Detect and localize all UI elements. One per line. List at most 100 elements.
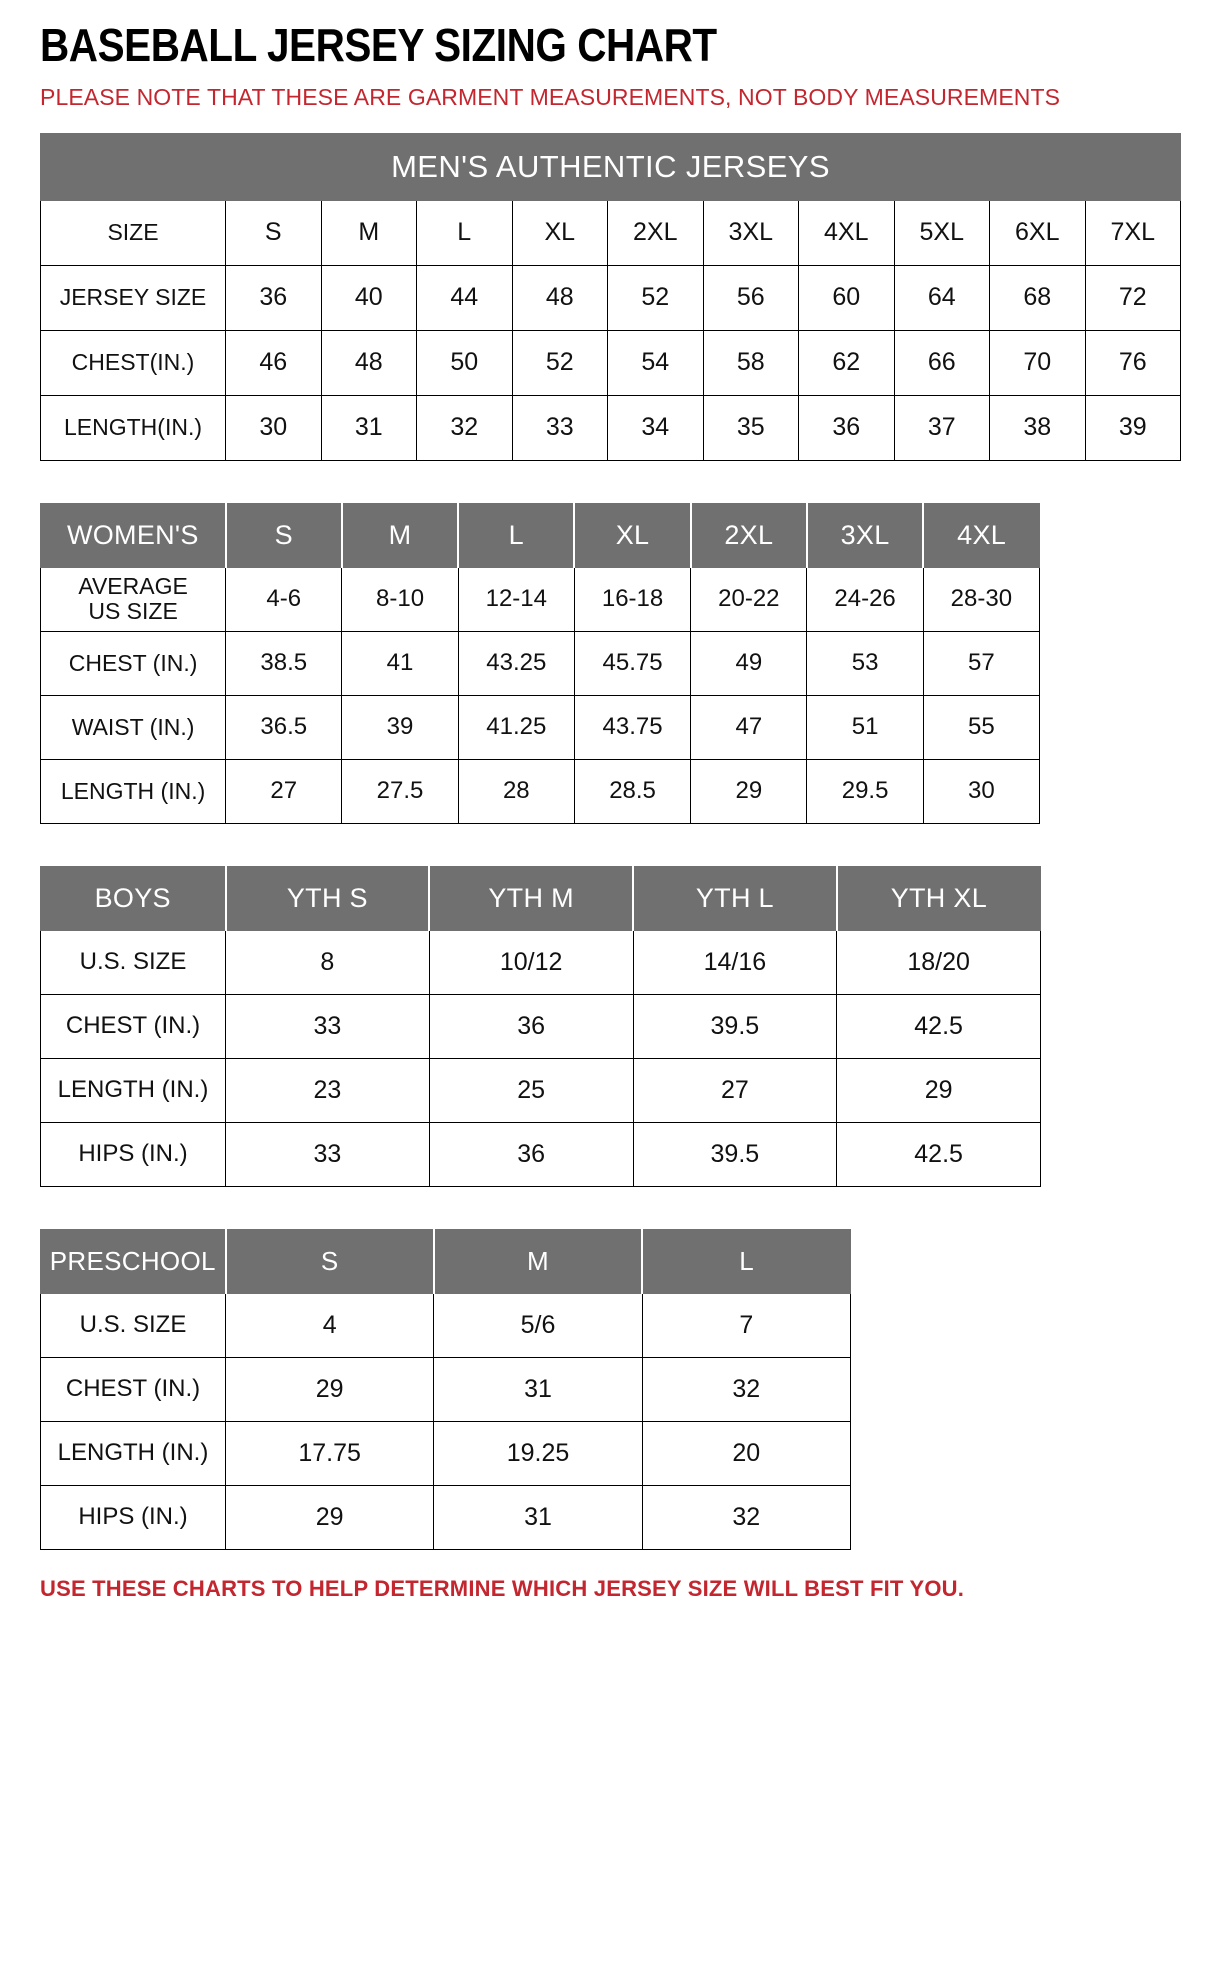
womens-cell: 24-26 [806,566,924,632]
womens-cell: 57 [922,630,1041,696]
table-row: CHEST (IN.) 38.5 41 43.25 45.75 49 53 57 [39,630,1041,696]
womens-row-label: WAIST (IN.) [39,694,227,760]
preschool-cell: 20 [641,1420,851,1486]
preschool-row-label: LENGTH (IN.) [40,1420,226,1486]
preschool-row-label: HIPS (IN.) [40,1484,226,1550]
preschool-cell: 7 [641,1292,851,1358]
womens-row-label: CHEST (IN.) [39,630,227,696]
mens-cell: 54 [607,329,704,396]
womens-size-col-l: L [457,502,576,568]
table-row: CHEST (IN.) 29 31 32 [40,1356,851,1422]
mens-cell: 40 [320,264,417,331]
mens-cell: 31 [320,394,417,461]
boys-cell: 33 [225,993,430,1059]
mens-size-col-s: S [225,199,322,266]
mens-cell: 37 [893,394,990,461]
mens-cell: 48 [320,329,417,396]
table-row: U.S. SIZE 8 10/12 14/16 18/20 [40,929,1041,995]
preschool-cell: 31 [433,1484,643,1550]
womens-cell: 38.5 [225,630,343,696]
mens-cell: 46 [225,329,322,396]
womens-cell: 12-14 [457,566,575,632]
womens-row-label: LENGTH (IN.) [39,758,227,824]
mens-cell: 30 [225,394,322,461]
womens-size-col-xl: XL [573,502,692,568]
mens-size-col-xl: XL [511,199,608,266]
preschool-size-col-m: M [432,1228,644,1294]
preschool-size-col-l: L [641,1228,851,1294]
preschool-cell: 29 [224,1484,435,1550]
preschool-cell: 4 [224,1292,435,1358]
mens-cell: 32 [416,394,513,461]
table-row: LENGTH(IN.) 30 31 32 33 34 35 36 37 38 39 [40,394,1182,461]
mens-cell: 39 [1084,394,1182,461]
mens-cell: 64 [893,264,990,331]
mens-cell: 58 [702,329,799,396]
mens-cell: 56 [702,264,799,331]
boys-cell: 42.5 [836,1121,1041,1187]
boys-cell: 39.5 [632,1121,838,1187]
boys-cell: 10/12 [428,929,634,995]
boys-cell: 42.5 [836,993,1041,1059]
mens-row-label: JERSEY SIZE [40,264,226,331]
mens-size-col-5xl: 5XL [893,199,990,266]
table-row: HIPS (IN.) 33 36 39.5 42.5 [40,1121,1041,1187]
womens-cell: 36.5 [225,694,343,760]
womens-sizing-table: WOMEN'S S M L XL 2XL 3XL 4XL AVERAGE US SIZE 4-… [39,502,1041,824]
boys-cell: 14/16 [632,929,838,995]
boys-size-col-yth-l: YTH L [632,865,838,931]
womens-cell: 29 [690,758,808,824]
womens-cell: 41 [341,630,459,696]
womens-size-col-4xl: 4XL [922,502,1041,568]
table-row: AVERAGE US SIZE 4-6 8-10 12-14 16-18 20-22 24-… [39,566,1041,632]
preschool-row-label: CHEST (IN.) [40,1356,226,1422]
womens-cell: 43.75 [573,694,692,760]
womens-row-label: AVERAGE US SIZE [39,566,227,632]
mens-size-col-6xl: 6XL [989,199,1086,266]
womens-cell: 45.75 [573,630,692,696]
mens-row-label: LENGTH(IN.) [40,394,226,461]
womens-size-col-2xl: 2XL [689,502,808,568]
boys-cell: 36 [428,993,634,1059]
mens-size-label: SIZE [40,199,226,266]
womens-cell: 53 [806,630,924,696]
mens-cell: 38 [989,394,1086,461]
mens-cell: 52 [607,264,704,331]
womens-size-col-m: M [340,502,460,568]
boys-cell: 23 [225,1057,430,1123]
womens-cell: 43.25 [457,630,575,696]
mens-cell: 72 [1084,264,1182,331]
mens-cell: 48 [511,264,608,331]
mens-size-col-m: M [320,199,417,266]
table-row: CHEST (IN.) 33 36 39.5 42.5 [40,993,1041,1059]
preschool-cell: 5/6 [433,1292,643,1358]
womens-cell: 29.5 [806,758,924,824]
mens-cell: 62 [798,329,895,396]
boys-cell: 36 [428,1121,634,1187]
boys-header-row: BOYS YTH S YTH M YTH L YTH XL [40,865,1041,931]
preschool-row-label: U.S. SIZE [40,1292,226,1358]
boys-cell: 33 [225,1121,430,1187]
mens-cell: 36 [225,264,322,331]
womens-cell: 28-30 [922,566,1041,632]
womens-cell: 55 [922,694,1041,760]
table-row: HIPS (IN.) 29 31 32 [40,1484,851,1550]
womens-cell: 47 [690,694,808,760]
boys-cell: 39.5 [632,993,838,1059]
mens-cell: 52 [511,329,608,396]
mens-size-header-row: SIZE S M L XL 2XL 3XL 4XL 5XL 6XL 7XL [40,199,1182,266]
womens-cell: 49 [690,630,808,696]
table-row: U.S. SIZE 4 5/6 7 [40,1292,851,1358]
womens-cell: 30 [922,758,1041,824]
womens-cell: 20-22 [690,566,808,632]
boys-cell: 27 [632,1057,838,1123]
womens-header-label: WOMEN'S [39,502,227,568]
boys-size-col-yth-m: YTH M [428,865,634,931]
womens-cell: 16-18 [573,566,692,632]
mens-band-row: MEN'S AUTHENTIC JERSEYS [39,132,1182,201]
mens-cell: 36 [798,394,895,461]
boys-cell: 18/20 [836,929,1041,995]
preschool-cell: 29 [224,1356,435,1422]
